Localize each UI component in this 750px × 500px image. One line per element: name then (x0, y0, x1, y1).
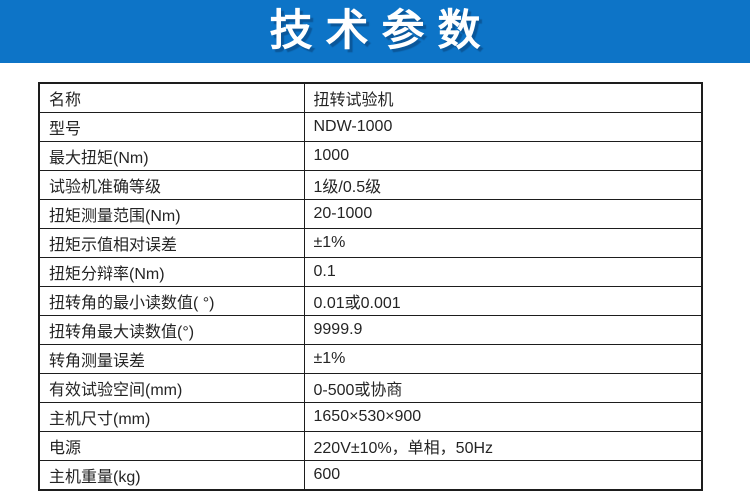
param-value: 1000 (303, 141, 703, 171)
param-value: 1级/0.5级 (303, 170, 703, 200)
param-label: 有效试验空间(mm) (38, 373, 305, 403)
param-label: 扭转角的最小读数值( °) (38, 286, 305, 316)
table-row: 转角测量误差 ±1% (38, 344, 703, 374)
title-banner: 技术参数 (0, 0, 750, 63)
param-value: 600 (303, 460, 703, 491)
param-value: 1650×530×900 (303, 402, 703, 432)
param-value: NDW-1000 (303, 112, 703, 142)
table-row: 扭转角的最小读数值( °) 0.01或0.001 (38, 286, 703, 316)
param-label: 扭矩示值相对误差 (38, 228, 305, 258)
param-label: 扭矩分辩率(Nm) (38, 257, 305, 287)
param-value: 扭转试验机 (303, 82, 703, 113)
param-value: ±1% (303, 228, 703, 258)
spec-table-body: 名称 扭转试验机 型号 NDW-1000 最大扭矩(Nm) 1000 试验机准确等级 1级/0… (38, 82, 703, 491)
param-label: 试验机准确等级 (38, 170, 305, 200)
table-row: 有效试验空间(mm) 0-500或协商 (38, 373, 703, 403)
param-value: 9999.9 (303, 315, 703, 345)
table-row: 扭矩测量范围(Nm) 20-1000 (38, 199, 703, 229)
table-row: 扭矩分辩率(Nm) 0.1 (38, 257, 703, 287)
param-value: ±1% (303, 344, 703, 374)
table-row: 扭转角最大读数值(°) 9999.9 (38, 315, 703, 345)
param-label: 扭矩测量范围(Nm) (38, 199, 305, 229)
table-row: 试验机准确等级 1级/0.5级 (38, 170, 703, 200)
param-label: 名称 (38, 82, 305, 113)
param-value: 20-1000 (303, 199, 703, 229)
param-label: 型号 (38, 112, 305, 142)
table-row: 扭矩示值相对误差 ±1% (38, 228, 703, 258)
param-label: 主机重量(kg) (38, 460, 305, 491)
param-label: 最大扭矩(Nm) (38, 141, 305, 171)
table-row: 名称 扭转试验机 (38, 82, 703, 113)
param-value: 0.1 (303, 257, 703, 287)
param-label: 转角测量误差 (38, 344, 305, 374)
table-row: 型号 NDW-1000 (38, 112, 703, 142)
page-title: 技术参数 (269, 7, 494, 55)
param-label: 主机尺寸(mm) (38, 402, 305, 432)
table-row: 最大扭矩(Nm) 1000 (38, 141, 703, 171)
table-row: 主机重量(kg) 600 (38, 460, 703, 491)
param-value: 0-500或协商 (303, 373, 703, 403)
param-value: 0.01或0.001 (303, 286, 703, 316)
param-value: 220V±10%，单相，50Hz (303, 431, 703, 461)
param-label: 电源 (38, 431, 305, 461)
param-label: 扭转角最大读数值(°) (38, 315, 305, 345)
table-row: 电源 220V±10%，单相，50Hz (38, 431, 703, 461)
table-row: 主机尺寸(mm) 1650×530×900 (38, 402, 703, 432)
spec-table: 名称 扭转试验机 型号 NDW-1000 最大扭矩(Nm) 1000 试验机准确等级 1级/0… (38, 82, 703, 491)
